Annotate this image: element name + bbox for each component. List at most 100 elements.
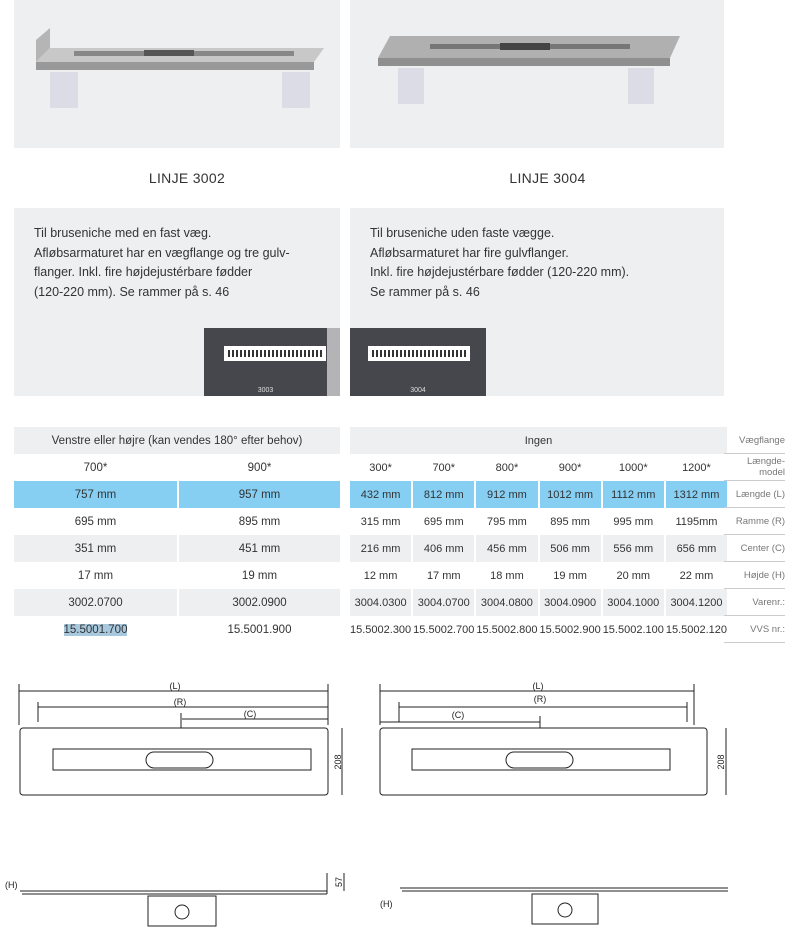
table-row: 3004.0300 3004.0700 3004.0800 3004.0900 3004… (350, 589, 728, 616)
row-label: Center (C) (724, 535, 785, 562)
table-row: 15.5002.300 15.5002.700 15.5002.800 15.5002… (350, 616, 727, 643)
spec-table-3002: Venstre eller højre (kan vendes 180° eft… (12, 427, 342, 643)
cell: 18 mm (490, 569, 524, 582)
cell: 995 mm (613, 515, 654, 528)
cell: 1312 mm (665, 481, 728, 508)
frame-label: 3003 (257, 387, 274, 394)
cell: 15.5002.300 (350, 623, 412, 636)
product-title-3002: LINJE 3002 (148, 170, 226, 186)
cell: 17 mm (426, 569, 461, 582)
cell: 3002.0900 (179, 589, 340, 616)
desc-line: Afløbsarmaturet har fire gulvflanger. (370, 245, 569, 260)
table-row: 432 mm 812 mm 912 mm 1012 mm 1112 mm 1312 mm (350, 481, 728, 508)
cell: 3004.0300 (350, 589, 412, 616)
cell: 3004.1000 (602, 589, 664, 616)
cell: 1000* (618, 461, 648, 474)
cell: 3004.0900 (539, 589, 601, 616)
grate-image (368, 346, 470, 361)
product-photo-3004 (350, 0, 724, 148)
cell: 19 mm (553, 569, 587, 582)
cell: 17 mm (77, 569, 114, 582)
cell: 15.5002.800 (476, 623, 538, 636)
dim-L: (L) (533, 681, 544, 691)
cell: 900* (247, 461, 272, 474)
cell: 695 mm (423, 515, 464, 528)
technical-drawings: (L) (R) (C) 208 57 (H) (L) (R) (C) 208 (… (5, 681, 728, 927)
cell: 15.5002.100 (602, 623, 664, 636)
product-photo-3002 (14, 0, 340, 148)
cell: 19 mm (241, 569, 278, 582)
drain-3004-image (378, 36, 680, 104)
cell: 1195mm (675, 515, 718, 528)
cell: 957 mm (179, 481, 340, 508)
cell: 757 mm (14, 481, 177, 508)
table-row: 12 mm 17 mm 18 mm 19 mm 20 mm 22 mm (350, 562, 727, 589)
table-row: 300* 700* 800* 900* 1000* 1200* (350, 454, 727, 481)
cell: 15.5002.700 (413, 623, 475, 636)
dim-H: (H) (5, 880, 18, 890)
cell: 406 mm (413, 535, 475, 562)
cell: 795 mm (487, 515, 527, 528)
row-label: Vægflange (724, 427, 785, 454)
desc-line: Afløbsarmaturet har en vægflange og tre … (34, 245, 290, 260)
cell: 3004.0700 (413, 589, 475, 616)
tile-edge (327, 328, 340, 396)
row-label: Varenr.: (724, 589, 785, 616)
product-title-3004: LINJE 3004 (509, 170, 586, 186)
cell: 895 mm (550, 515, 590, 528)
row-label: Ramme (R) (724, 508, 785, 535)
desc-line: (120-220 mm). Se rammer på s. 46 (34, 284, 230, 299)
cell: 1112 mm (602, 481, 664, 508)
cell: 300* (369, 461, 392, 474)
cell: 3002.0700 (14, 589, 177, 616)
cell: 15.5001.700 (14, 616, 177, 643)
cell: 900* (558, 461, 582, 474)
table-row: 216 mm 406 mm 456 mm 506 mm 556 mm 656 mm (350, 535, 728, 562)
cell: 656 mm (665, 535, 728, 562)
dim-H: (H) (380, 899, 393, 909)
cell: 812 mm (413, 481, 475, 508)
dim-57: 57 (334, 877, 344, 887)
dim-R: (R) (174, 697, 187, 707)
cell: 695 mm (74, 515, 117, 528)
desc-line: Inkl. fire højdejustérbare fødder (120-2… (370, 265, 630, 279)
cell: 351 mm (14, 535, 177, 562)
cell: 800* (495, 461, 519, 474)
highlighted-text[interactable]: 15.5001.700 (63, 623, 128, 636)
frame-tile-3003: 3003 (204, 328, 327, 396)
grate-image (224, 346, 326, 361)
desc-line: Se rammer på s. 46 (370, 284, 480, 299)
row-label: VVS nr.: (724, 616, 785, 643)
cell: 506 mm (539, 535, 601, 562)
drawing-3004-top: (L) (R) (C) 208 (379, 681, 727, 796)
desc-line: Til bruseniche med en fast væg. (34, 226, 212, 240)
cell: 912 mm (476, 481, 538, 508)
cell: 15.5002.120 (665, 623, 728, 636)
cell: 700* (83, 461, 108, 474)
drawing-3002-side: 57 (H) (5, 873, 345, 927)
desc-line: Til bruseniche uden faste vægge. (370, 226, 555, 240)
drawing-3004-side: (H) (380, 887, 728, 925)
cell: 556 mm (602, 535, 664, 562)
cell: 1012 mm (539, 481, 601, 508)
cell: 3004.0800 (476, 589, 538, 616)
flange-cell: Venstre eller højre (kan vendes 180° eft… (14, 427, 340, 454)
dim-C: (C) (452, 710, 465, 720)
cell: 3004.1200 (665, 589, 728, 616)
cell: 700* (432, 461, 456, 474)
dim-R: (R) (534, 694, 547, 704)
cell: 22 mm (679, 569, 714, 582)
cell: 20 mm (616, 569, 651, 582)
cell: 12 mm (363, 569, 398, 582)
spec-table-3004: Ingen 300* 700* 800* 900* 1000* 1200* 432 mm 81… (348, 427, 729, 643)
row-label: Længde-model (724, 454, 785, 481)
drawing-3002-top: (L) (R) (C) 208 (18, 681, 343, 796)
dim-C: (C) (244, 709, 257, 719)
dim-L: (L) (170, 681, 181, 691)
frame-tile-3004: 3004 (350, 328, 486, 396)
row-label: Længde (L) (724, 481, 785, 508)
cell: 15.5001.900 (227, 623, 292, 636)
cell: 432 mm (350, 481, 412, 508)
cell: 216 mm (350, 535, 412, 562)
table-row: 315 mm 695 mm 795 mm 895 mm 995 mm 1195mm (350, 508, 727, 535)
